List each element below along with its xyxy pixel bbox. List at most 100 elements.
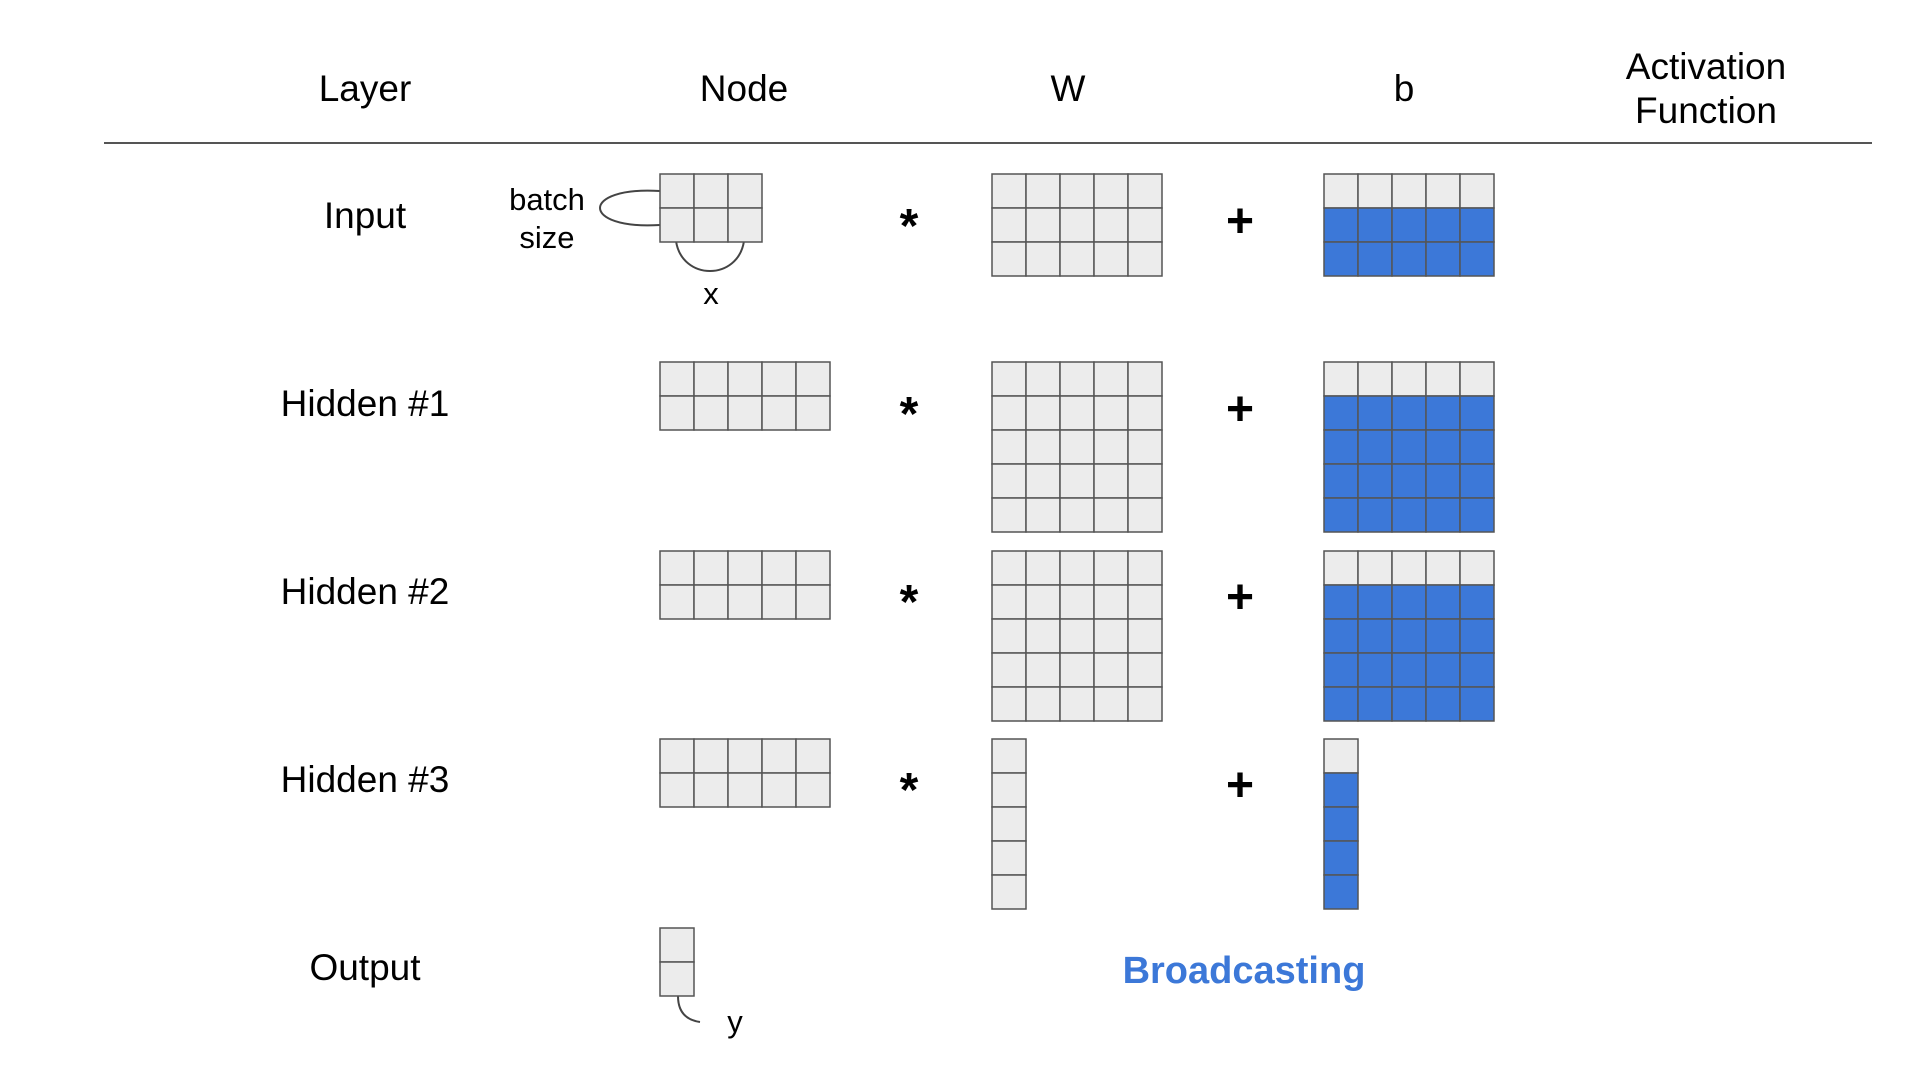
broadcast-bias-cell [1425,584,1461,620]
bias-cell [1391,361,1427,397]
matrix-cell [761,738,797,774]
matrix-cell [1025,652,1061,688]
matrix-cell [1093,652,1129,688]
header-w: W [1051,68,1086,109]
header-b: b [1394,68,1415,109]
matrix-cell [659,961,695,997]
matrix-cell [1093,686,1129,722]
matrix-cell [1059,550,1095,586]
matrix-cell [659,173,695,209]
bias-cell [1357,550,1393,586]
broadcast-bias-cell [1425,497,1461,533]
matrix-cell [693,550,729,586]
matrix-cell [1059,361,1095,397]
matrix-cell [795,738,831,774]
broadcast-bias-cell [1323,463,1359,499]
row-label-hidden1: Hidden #1 [281,383,450,424]
broadcast-bias-cell [1459,395,1495,431]
matrix-cell [727,584,763,620]
matrix-cell [659,584,695,620]
matrix-cell [693,738,729,774]
matrix-cell [1127,618,1163,654]
y-label: y [727,1004,743,1039]
matrix-cell [727,207,763,243]
matrix-cell [659,395,695,431]
bias-cell [1459,361,1495,397]
matrix-cell [761,395,797,431]
matrix-cell [693,361,729,397]
broadcast-bias-cell [1391,207,1427,243]
broadcast-bias-cell [1323,806,1359,842]
broadcast-bias-cell [1391,686,1427,722]
matrix-cell [1059,207,1095,243]
broadcast-bias-cell [1425,618,1461,654]
matrix-cell [991,429,1027,465]
matrix-cell [727,395,763,431]
matrix-cell [1093,497,1129,533]
matrix-w-hidden2 [991,550,1163,722]
matrix-cell [795,772,831,808]
matrix-w-input [991,173,1163,277]
broadcast-bias-cell [1323,874,1359,910]
row-label-hidden2: Hidden #2 [281,571,450,612]
matrix-cell [1093,463,1129,499]
matrix-cell [693,395,729,431]
bias-cell [1357,173,1393,209]
matrix-cell [693,772,729,808]
broadcast-bias-cell [1425,241,1461,277]
matrix-cell [1093,241,1129,277]
matrix-cell [1093,173,1129,209]
bias-cell [1323,550,1359,586]
matrix-node-hidden3 [659,738,831,808]
matrix-cell [1093,429,1129,465]
matrix-cell [761,550,797,586]
y-pointer [677,995,701,1023]
matrix-node-hidden1 [659,361,831,431]
broadcast-bias-cell [1323,686,1359,722]
plus-operator-hidden1: + [1226,383,1254,436]
matrix-cell [761,772,797,808]
matrix-cell [659,361,695,397]
matrix-cell [1127,463,1163,499]
matrix-cell [1059,686,1095,722]
row-label-hidden3: Hidden #3 [281,759,450,800]
matrix-cell [991,874,1027,910]
matrix-cell [1059,497,1095,533]
matrix-cell [991,686,1027,722]
matrix-cell [991,550,1027,586]
matrix-cell [1127,429,1163,465]
header-layer: Layer [319,68,412,109]
bias-cell [1323,738,1359,774]
broadcast-bias-cell [1323,395,1359,431]
matrix-cell [1093,361,1129,397]
broadcast-bias-cell [1391,584,1427,620]
row-label-output: Output [309,947,421,988]
matrix-cell [659,550,695,586]
broadcast-bias-cell [1357,497,1393,533]
matrix-cell [1059,241,1095,277]
matrix-cell [1093,618,1129,654]
broadcast-bias-cell [1459,686,1495,722]
matrix-b-hidden3 [1323,738,1359,910]
matrix-cell [1093,584,1129,620]
matrix-cell [991,738,1027,774]
matrix-cell [727,361,763,397]
broadcast-bias-cell [1357,207,1393,243]
broadcast-bias-cell [1323,497,1359,533]
matrix-cell [1093,395,1129,431]
broadcast-bias-cell [1357,652,1393,688]
broadcast-bias-cell [1391,429,1427,465]
broadcast-bias-cell [1425,686,1461,722]
header-activation-line1: Activation [1626,46,1786,87]
matrix-cell [1093,207,1129,243]
matrix-cell [991,207,1027,243]
bias-cell [1357,361,1393,397]
matrix-cell [1025,429,1061,465]
matrix-cell [1025,173,1061,209]
broadcast-bias-cell [1357,241,1393,277]
broadcast-bias-cell [1323,584,1359,620]
broadcast-bias-cell [1357,686,1393,722]
matrix-cell [795,584,831,620]
broadcast-bias-cell [1357,618,1393,654]
